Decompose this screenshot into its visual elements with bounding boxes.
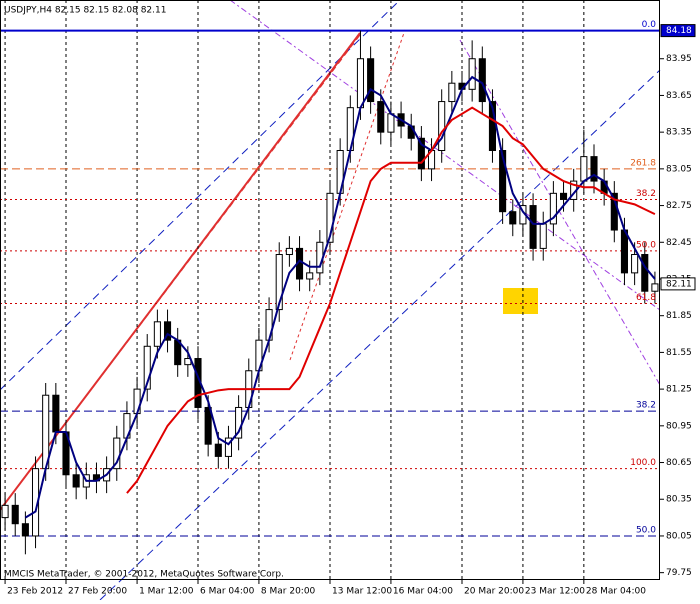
candle-body	[377, 101, 385, 133]
candle-body	[559, 192, 568, 200]
candle-body	[529, 205, 537, 249]
candle-body	[631, 254, 639, 274]
x-tick-label: 23 Mar 12:00	[525, 587, 585, 597]
y-tick-label: 81.85	[666, 311, 692, 321]
candle-body	[387, 113, 395, 133]
candle-body	[509, 211, 517, 225]
candle-body	[641, 254, 649, 292]
level-label: 50.0	[636, 525, 656, 535]
candle-body	[478, 58, 486, 103]
candle-body	[306, 272, 314, 280]
level-label: 261.8	[630, 158, 656, 168]
candle-body	[468, 58, 476, 90]
candle-body	[417, 137, 425, 170]
level-label: 100.0	[630, 458, 656, 468]
x-tick-label: 16 Mar 04:00	[393, 587, 453, 597]
highlight-box	[503, 288, 538, 314]
candle-body	[224, 437, 233, 457]
candle-body	[163, 321, 172, 341]
y-tick-label: 81.55	[666, 348, 692, 358]
y-tick-label: 82.75	[666, 201, 692, 211]
x-tick-label: 20 Mar 20:00	[464, 587, 524, 597]
marks	[1, 30, 659, 555]
y-tick-label: 80.35	[666, 495, 692, 505]
y-tick-label: 83.05	[666, 164, 692, 174]
level-label: 61.8	[636, 293, 656, 303]
price-marker-box	[660, 24, 696, 38]
channel-lines	[0, 0, 661, 601]
candle-body	[590, 156, 598, 182]
candle-body	[367, 58, 375, 103]
level-label: 38.2	[636, 189, 656, 199]
x-tick-label: 1 Mar 12:00	[139, 587, 194, 597]
y-tick-label: 80.05	[666, 531, 692, 541]
candle-body	[438, 101, 446, 152]
moving-average	[126, 106, 656, 494]
y-tick-label: 80.65	[666, 458, 692, 468]
x-tick-label: 23 Feb 2012	[7, 587, 63, 597]
y-tick-label: 80.95	[666, 421, 692, 431]
candle-body	[11, 504, 19, 525]
y-tick-label: 81.25	[666, 385, 692, 395]
candle-body	[153, 321, 161, 347]
plot-border	[0, 0, 660, 580]
y-tick-label: 83.65	[666, 91, 692, 101]
candle-body	[21, 523, 29, 537]
y-tick-label: 83.35	[666, 128, 692, 138]
candle-body	[326, 192, 334, 243]
y-tick-label: 82.45	[666, 238, 692, 248]
candle-body	[285, 247, 293, 256]
candle-body	[580, 156, 588, 182]
y-tick-label: 83.95	[666, 54, 692, 64]
footer: MMCIS MetaTrader, © 2001-2012, MetaQuote…	[4, 570, 284, 580]
candle-body	[539, 223, 547, 249]
moving-average	[24, 75, 656, 519]
candle-body	[549, 192, 557, 225]
y-tick-label: 79.75	[666, 568, 692, 578]
candle-body	[1, 504, 9, 519]
chart-title: USDJPY,H4 82.15 82.15 82.08 82.11	[4, 6, 166, 16]
price-marker-label: 82.11	[666, 279, 692, 289]
candle-body	[356, 58, 365, 109]
price-marker-box	[660, 277, 696, 291]
candle-body	[72, 474, 80, 488]
candle-body	[651, 283, 659, 292]
candle-body	[214, 443, 222, 457]
x-tick-label: 27 Feb 20:00	[68, 587, 127, 597]
x-tick-label: 8 Mar 20:00	[261, 587, 316, 597]
x-tick-label: 28 Mar 04:00	[586, 587, 646, 597]
level-label: 0.0	[642, 20, 657, 30]
candle-body	[204, 406, 212, 445]
candle-body	[52, 394, 60, 433]
level-label: 38.2	[636, 401, 656, 411]
candle-body	[620, 229, 629, 274]
level-label: 50.0	[636, 240, 656, 250]
candle-body	[143, 345, 151, 390]
price-marker-label: 84.18	[666, 26, 692, 36]
candle-body	[499, 150, 507, 213]
candle-body	[275, 254, 283, 311]
candle-body	[448, 82, 456, 103]
x-tick-label: 13 Mar 12:00	[332, 587, 392, 597]
x-tick-label: 6 Mar 04:00	[200, 587, 255, 597]
